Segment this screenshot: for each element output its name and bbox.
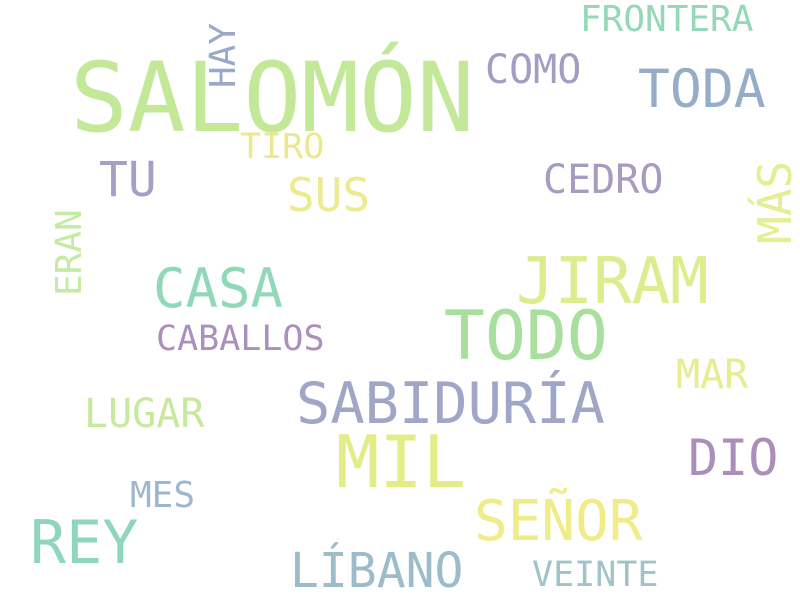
word-todo: TODO [444,297,608,376]
word-salomon: SALOMÓN [70,42,475,154]
word-cedro: CEDRO [543,157,664,203]
word-sabiduria: SABIDURÍA [296,371,605,437]
word-mil: MIL [336,420,467,504]
word-toda: TODA [638,59,766,120]
word-sus: SUS [287,168,371,222]
word-como: COMO [485,47,582,93]
word-mar: MAR [676,352,749,398]
word-tu: TU [99,152,157,208]
word-mes: MES [130,475,196,516]
word-caballos: CABALLOS [156,319,325,359]
word-tiro: TIRO [240,127,325,167]
word-dio: DIO [688,429,779,487]
word-mas: MÁS [748,160,800,244]
word-frontera: FRONTERA [580,0,754,40]
word-rey: REY [30,508,139,578]
word-veinte: VEINTE [532,555,659,595]
word-jiram: JIRAM [516,245,709,319]
word-libano: LÍBANO [290,543,464,599]
word-hay: HAY [203,22,244,88]
word-eran: ERAN [49,209,90,296]
word-lugar: LUGAR [84,391,205,437]
word-casa: CASA [153,257,284,320]
word-senor: SEÑOR [474,489,643,554]
